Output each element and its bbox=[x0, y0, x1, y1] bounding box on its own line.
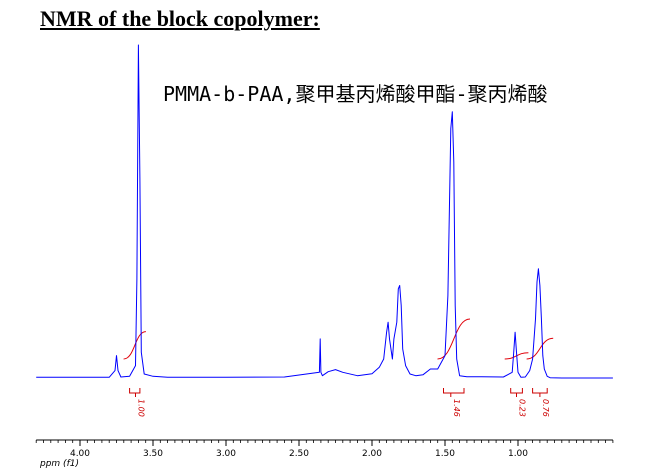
page-title: NMR of the block copolymer: bbox=[40, 6, 320, 31]
x-tick-label: 3.00 bbox=[216, 449, 236, 459]
integral-curve bbox=[437, 318, 471, 360]
spectrum-line bbox=[36, 44, 613, 379]
x-tick-label: 2.00 bbox=[362, 449, 382, 459]
integral-bracket bbox=[443, 388, 465, 394]
integral-value: 1.00 bbox=[137, 399, 146, 417]
integral-value: 0.76 bbox=[541, 399, 550, 417]
x-tick-label: 4.00 bbox=[70, 449, 90, 459]
integral-labels: 1.00 1.46 0.23 0.76 bbox=[129, 388, 550, 417]
x-axis-label: ppm (f1) bbox=[39, 459, 79, 469]
x-tick-label: 3.50 bbox=[143, 449, 163, 459]
integral-bracket bbox=[129, 388, 141, 394]
integral-bracket bbox=[510, 388, 523, 394]
integral-curves bbox=[123, 318, 554, 360]
x-tick-label: 1.50 bbox=[435, 449, 455, 459]
spectrum-layer bbox=[36, 44, 613, 379]
integral-value: 0.23 bbox=[518, 399, 527, 417]
x-tick-label: 2.50 bbox=[289, 449, 309, 459]
chart-subtitle: PMMA-b-PAA,聚甲基丙烯酸甲酯-聚丙烯酸 bbox=[163, 82, 548, 106]
integral-bracket bbox=[532, 388, 548, 394]
x-axis: 4.00 3.50 3.00 2.50 2.00 1.50 1.00 ppm (f1) bbox=[35, 439, 614, 469]
integral-curve bbox=[123, 331, 147, 360]
integral-value: 1.46 bbox=[452, 399, 461, 417]
integral-curve bbox=[526, 337, 554, 360]
x-tick-label: 1.00 bbox=[508, 449, 528, 459]
